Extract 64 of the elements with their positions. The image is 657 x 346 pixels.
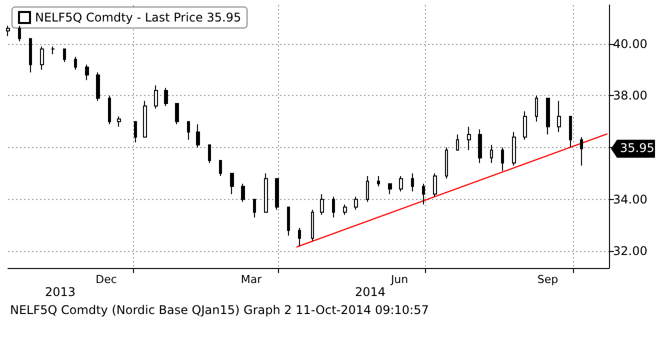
candlestick bbox=[143, 100, 147, 138]
legend-label: NELF5Q Comdty - Last Price 35.95 bbox=[35, 10, 242, 24]
candlestick bbox=[175, 102, 179, 125]
candlestick bbox=[85, 64, 89, 81]
candlestick bbox=[298, 227, 301, 246]
y-tick-label: 32.00 bbox=[613, 244, 648, 258]
y-tick-label: 40.00 bbox=[613, 36, 648, 51]
text: 2014 bbox=[355, 285, 386, 299]
candlestick bbox=[164, 87, 168, 107]
candlestick bbox=[467, 126, 471, 151]
candlestick bbox=[96, 72, 100, 102]
candlestick bbox=[580, 136, 583, 166]
candlestick bbox=[501, 147, 504, 172]
candlestick bbox=[74, 56, 77, 70]
candlestick bbox=[320, 194, 324, 216]
x-tick-label: Jun bbox=[390, 273, 408, 286]
candlestick bbox=[108, 95, 111, 125]
candlestick bbox=[154, 84, 158, 110]
candlestick bbox=[490, 144, 493, 164]
candlestick bbox=[456, 134, 459, 151]
candlestick bbox=[343, 204, 347, 216]
candlestick bbox=[366, 176, 369, 202]
candlestick bbox=[377, 176, 380, 187]
candlestick bbox=[208, 144, 211, 164]
candlestick bbox=[264, 172, 268, 213]
candlestick bbox=[478, 128, 482, 164]
x-tick-label: Mar bbox=[240, 273, 262, 286]
candlestick bbox=[253, 198, 256, 218]
candlestick bbox=[557, 100, 561, 132]
candlestick bbox=[411, 172, 414, 192]
candlestick bbox=[332, 196, 335, 218]
text: NELF5Q Comdty (Nordic Base QJan15) Graph 2 11-Oct-2014 09:10:57 bbox=[10, 303, 429, 317]
candlestick bbox=[117, 116, 121, 128]
x-tick-label: Sep bbox=[537, 273, 558, 286]
x-tick-label: Dec bbox=[96, 273, 117, 286]
candlestick bbox=[63, 48, 66, 63]
y-tick-label: 34.00 bbox=[613, 192, 648, 206]
candlestick bbox=[219, 160, 222, 177]
candlestick bbox=[569, 116, 572, 148]
candlestick bbox=[40, 46, 44, 70]
candlestick bbox=[51, 46, 55, 55]
candlestick bbox=[241, 183, 245, 202]
candlestick bbox=[523, 110, 527, 140]
candlestick bbox=[535, 95, 538, 122]
candlestick bbox=[29, 38, 32, 73]
candlestick bbox=[512, 131, 516, 166]
candlestick bbox=[546, 98, 550, 136]
candlestick bbox=[275, 178, 279, 210]
text: 35.95 bbox=[620, 140, 654, 155]
candlestick bbox=[196, 124, 200, 148]
candlestick bbox=[287, 206, 290, 236]
text: 2013 bbox=[45, 285, 76, 299]
candlestick bbox=[354, 196, 358, 210]
candlestick bbox=[433, 172, 437, 198]
candlestick bbox=[6, 25, 10, 37]
candlestick bbox=[134, 121, 137, 143]
candlestick bbox=[445, 147, 448, 180]
candlestick bbox=[311, 209, 314, 242]
candlestick bbox=[422, 183, 425, 206]
candlestick bbox=[230, 172, 234, 195]
candlestick bbox=[187, 121, 190, 140]
candlestick bbox=[399, 176, 403, 192]
candlestick bbox=[388, 183, 392, 195]
y-tick-label: 38.00 bbox=[613, 88, 648, 103]
